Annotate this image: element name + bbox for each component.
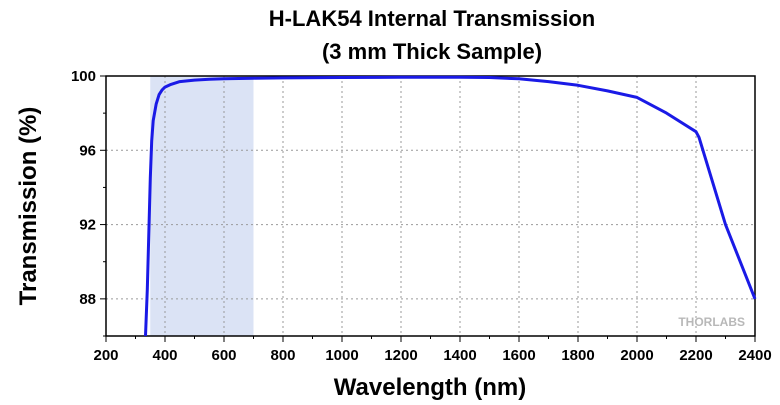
x-tick-label: 600 bbox=[211, 347, 236, 364]
y-axis-label: Transmission (%) bbox=[15, 107, 42, 306]
x-tick-label: 1000 bbox=[325, 347, 358, 364]
x-tick-label: 1600 bbox=[502, 347, 535, 364]
x-tick-label: 400 bbox=[152, 347, 177, 364]
x-tick-label: 1800 bbox=[561, 347, 594, 364]
y-tick-label: 88 bbox=[79, 291, 96, 308]
highlight-band bbox=[150, 76, 254, 336]
y-tick-label: 100 bbox=[71, 68, 96, 85]
x-tick-label: 1400 bbox=[443, 347, 476, 364]
chart-title: H-LAK54 Internal Transmission bbox=[269, 6, 595, 31]
x-tick-label: 2200 bbox=[679, 347, 712, 364]
x-tick-label: 800 bbox=[270, 347, 295, 364]
grid bbox=[106, 76, 755, 336]
x-axis-label: Wavelength (nm) bbox=[334, 374, 526, 401]
axis-ticks bbox=[100, 75, 756, 342]
series-line bbox=[144, 75, 757, 337]
x-tick-label: 1200 bbox=[384, 347, 417, 364]
y-tick-labels: 88 92 96 100 bbox=[71, 68, 96, 308]
x-tick-label: 2000 bbox=[620, 347, 653, 364]
x-tick-label: 200 bbox=[93, 347, 118, 364]
thorlabs-logo: THORLABS bbox=[678, 315, 745, 329]
x-tick-labels: 200 400 600 800 1000 1200 1400 1600 1800 2000 2200… bbox=[93, 347, 771, 364]
y-tick-label: 96 bbox=[79, 142, 96, 159]
y-tick-label: 92 bbox=[79, 217, 96, 234]
x-tick-label: 2400 bbox=[738, 347, 771, 364]
chart-subtitle: (3 mm Thick Sample) bbox=[322, 39, 542, 64]
